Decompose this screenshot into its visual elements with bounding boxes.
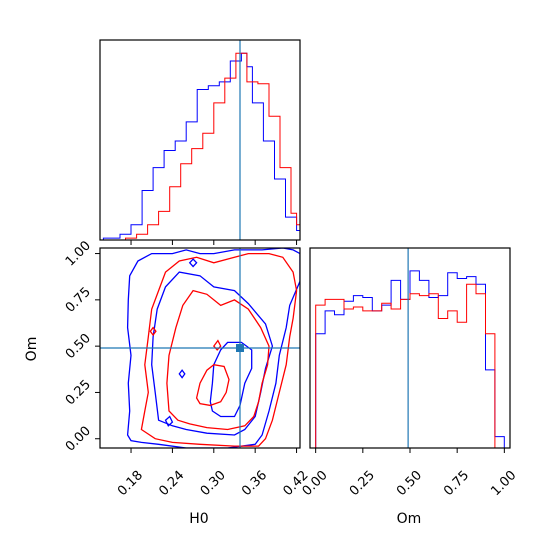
x-tick-label: 0.24 [156,468,187,499]
contour-blue-level-3 [164,415,174,427]
x-tick-label: 0.30 [198,468,229,499]
y-axis-label-om: Om [24,337,40,362]
contour-series-group [100,248,300,448]
contour-h0-om-panel: 0.18 0.24 0.30 0.36 0.420.000.250.500.751.00 [63,238,312,499]
x-tick-label: 0.25 [347,468,378,499]
histogram-om-panel: 0.00 0.25 0.50 0.75 1.00 [300,247,519,499]
x-tick-label: 0.18 [115,468,146,499]
x-tick-label: 0.75 [441,468,472,499]
histogram-h0-frame [99,39,301,241]
y-tick-label: 0.25 [63,377,94,408]
contour-red-level-0 [140,252,298,447]
contour-blue-level-5 [188,258,198,268]
hist-om-series-group [315,270,505,448]
contour-blue-level-4 [178,369,186,379]
truth-marker [236,344,244,352]
x-axis-label-h0: H0 [189,511,208,527]
contour-red-level-3 [149,326,157,337]
hist-h0-series-group [102,52,300,240]
y-tick-label: 1.00 [63,238,94,269]
y-tick-label: 0.50 [63,331,94,362]
contour-red-level-4 [212,339,222,351]
hist-h0-series-blue [102,52,300,240]
contour-frame [99,247,301,449]
hist-h0-series-red [103,52,300,240]
contour-red-level-2 [195,364,230,407]
y-tick-label: 0.75 [63,285,94,316]
x-tick-label: 1.00 [488,468,519,499]
contour-red-level-1 [166,289,270,431]
contour-blue-level-2 [209,341,253,418]
contour-blue-level-0 [126,248,300,448]
hist-om-series-red [315,283,505,448]
x-axis-label-om: Om [397,511,422,527]
x-tick-label: 0.36 [239,468,270,499]
y-tick-label: 0.00 [63,424,94,455]
x-tick-label: 0.50 [394,468,425,499]
histogram-h0-panel [99,39,301,245]
contour-blue-level-1 [151,271,274,436]
